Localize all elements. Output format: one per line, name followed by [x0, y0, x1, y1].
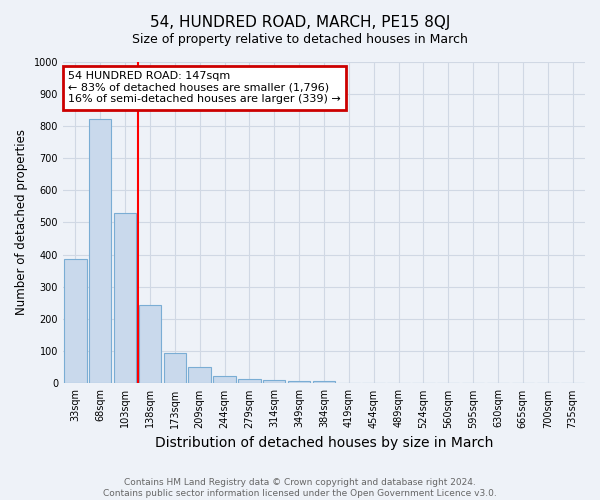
Bar: [139, 304, 161, 384]
Text: Contains HM Land Registry data © Crown copyright and database right 2024.
Contai: Contains HM Land Registry data © Crown c…: [103, 478, 497, 498]
Bar: [288, 381, 310, 384]
Bar: [313, 381, 335, 384]
Bar: [64, 260, 86, 384]
Bar: [238, 378, 260, 384]
Bar: [164, 353, 186, 384]
Text: 54, HUNDRED ROAD, MARCH, PE15 8QJ: 54, HUNDRED ROAD, MARCH, PE15 8QJ: [150, 15, 450, 30]
Bar: [89, 120, 112, 384]
Y-axis label: Number of detached properties: Number of detached properties: [15, 130, 28, 316]
Bar: [214, 376, 236, 384]
Bar: [188, 368, 211, 384]
Text: Size of property relative to detached houses in March: Size of property relative to detached ho…: [132, 32, 468, 46]
Bar: [114, 213, 136, 384]
Bar: [263, 380, 286, 384]
X-axis label: Distribution of detached houses by size in March: Distribution of detached houses by size …: [155, 436, 493, 450]
Text: 54 HUNDRED ROAD: 147sqm
← 83% of detached houses are smaller (1,796)
16% of semi: 54 HUNDRED ROAD: 147sqm ← 83% of detache…: [68, 71, 341, 104]
